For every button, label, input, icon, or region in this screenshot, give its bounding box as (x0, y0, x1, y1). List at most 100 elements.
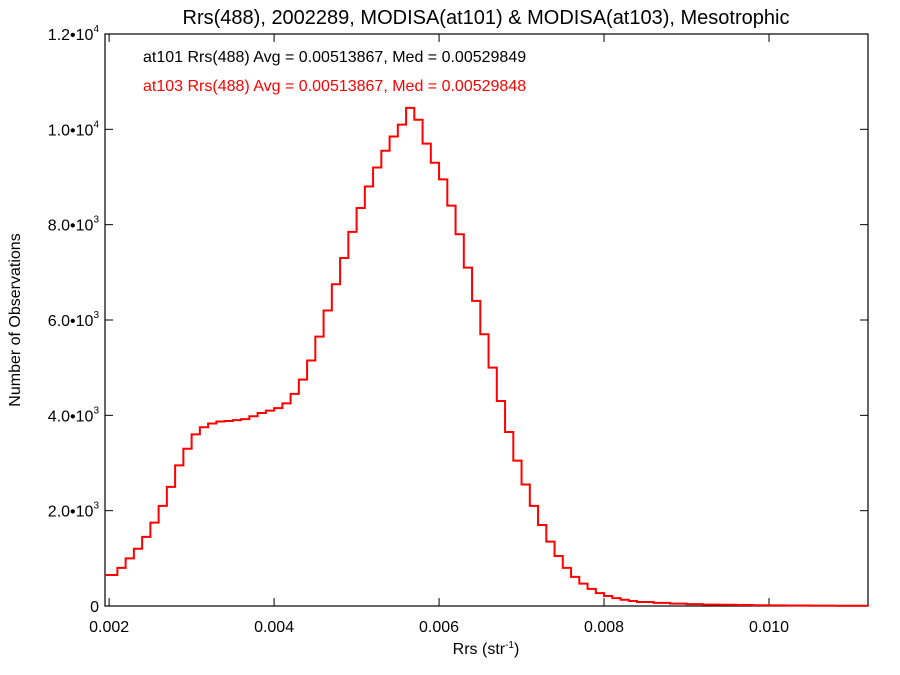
histogram-bin-point (277, 407, 280, 410)
histogram-bin-point (400, 123, 403, 126)
y-tick-label: 8.0•103 (48, 215, 100, 235)
plot-frame (104, 33, 869, 607)
x-axis-label: Rrs (str-1) (453, 640, 520, 658)
histogram-bin-point (726, 603, 729, 606)
histogram-bin-point (417, 118, 420, 121)
histogram-bin-point (796, 604, 799, 607)
histogram-bin-point (202, 426, 205, 429)
histogram-bin-point (392, 135, 395, 138)
y-axis-ticks: 0 2.0•103 4.0•103 6.0•103 8.0•103 1.0•104 1.2•… (48, 24, 868, 616)
x-tick-label: 0.004 (254, 619, 294, 636)
x-axis-ticks: 0.002 0.004 0.006 0.008 0.010 (89, 34, 789, 636)
histogram-bin-point (136, 547, 139, 550)
histogram-bin-point (227, 420, 230, 423)
histogram-bin-point (615, 597, 618, 600)
histogram-bin-point (677, 602, 680, 605)
histogram-bin-point (260, 411, 263, 414)
histogram-bin-point (475, 299, 478, 302)
histogram-bin-point (343, 257, 346, 260)
histogram-bin-point (285, 402, 288, 405)
y-tick-label: 1.2•104 (48, 24, 100, 44)
histogram-bin-point (110, 574, 113, 577)
histogram-bin-point (821, 604, 824, 607)
histogram-bin-point (252, 415, 255, 418)
histogram-bin-point (483, 333, 486, 336)
histogram-bin-point (433, 161, 436, 164)
x-tick-label: 0.002 (89, 619, 129, 636)
histogram-bin-point (384, 149, 387, 152)
histogram-bin-point (376, 166, 379, 169)
histogram-bin-point (268, 409, 271, 412)
histogram-bin-point (326, 309, 329, 312)
histogram-bin-point (574, 575, 577, 578)
histogram-bin-point (450, 204, 453, 207)
histogram-bin-point (128, 557, 131, 560)
y-tick-label: 1.0•104 (48, 119, 100, 139)
histogram-bin-point (219, 420, 222, 423)
histogram-bin-point (532, 504, 535, 507)
histogram-bin-point (623, 598, 626, 601)
histogram-bin-point (693, 603, 696, 606)
histogram-bin-point (660, 601, 663, 604)
histogram-bin-point (120, 566, 123, 569)
x-tick-label: 0.010 (749, 619, 789, 636)
histogram-bin-point (867, 604, 870, 607)
histogram-bin-point (235, 419, 238, 422)
histogram-bin-point (169, 485, 172, 488)
histogram-bin-point (334, 283, 337, 286)
histogram-bin-point (310, 359, 313, 362)
y-tick-label: 2.0•103 (48, 501, 100, 521)
histogram-bin-point (153, 521, 156, 524)
y-tick-label: 0 (90, 599, 99, 616)
histogram-bin-point (598, 592, 601, 595)
x-tick-label: 0.008 (584, 619, 624, 636)
x-tick-label: 0.006 (419, 619, 459, 636)
histogram-bin-point (186, 447, 189, 450)
histogram-bin-point (425, 142, 428, 145)
histogram-bin-point (318, 335, 321, 338)
histogram-bin-point (557, 554, 560, 557)
histogram-bin-point (178, 464, 181, 467)
histogram-bin-point (508, 431, 511, 434)
histogram-bin-point (491, 366, 494, 369)
histogram-bin-point (351, 230, 354, 233)
series-layer (105, 106, 870, 607)
histogram-bin-point (644, 600, 647, 603)
histogram-bin-point (359, 206, 362, 209)
y-tick-label: 6.0•103 (48, 310, 100, 330)
histogram-bin-point (458, 233, 461, 236)
histogram-bin-point (582, 582, 585, 585)
histogram-bin-point (516, 459, 519, 462)
histogram-bin-point (466, 266, 469, 269)
annotation-at103: at103 Rrs(488) Avg = 0.00513867, Med = 0… (143, 78, 526, 95)
histogram-bin-point (301, 378, 304, 381)
histogram-bin-point (442, 178, 445, 181)
series-0-histogram-line (105, 106, 869, 607)
histogram-bin-point (850, 604, 853, 607)
histogram-bin-point (244, 418, 247, 421)
annotation-at101: at101 Rrs(488) Avg = 0.00513867, Med = 0… (143, 49, 526, 66)
histogram-bin-point (524, 483, 527, 486)
histogram-bin-point (194, 433, 197, 436)
y-tick-label: 4.0•103 (48, 405, 100, 425)
histogram-bin-point (631, 600, 634, 603)
histogram-bin-point (499, 400, 502, 403)
histogram-bin-point (590, 587, 593, 590)
histogram-bin-point (607, 594, 610, 597)
histogram-bin-point (161, 504, 164, 507)
histogram-bin-point (549, 540, 552, 543)
y-axis-label: Number of Observations (7, 233, 24, 406)
histogram-bin-point (565, 566, 568, 569)
histogram-bin-point (409, 106, 412, 109)
histogram-bin-point (367, 185, 370, 188)
histogram-bin-point (145, 535, 148, 538)
chart-title: Rrs(488), 2002289, MODISA(at101) & MODIS… (183, 7, 790, 29)
histogram-bin-point (541, 523, 544, 526)
histogram-bin-point (743, 604, 746, 607)
histogram-bin-point (776, 604, 779, 607)
histogram-bin-point (293, 392, 296, 395)
histogram-bin-point (211, 422, 214, 425)
histogram-bin-point (759, 604, 762, 607)
histogram-bin-point (710, 603, 713, 606)
